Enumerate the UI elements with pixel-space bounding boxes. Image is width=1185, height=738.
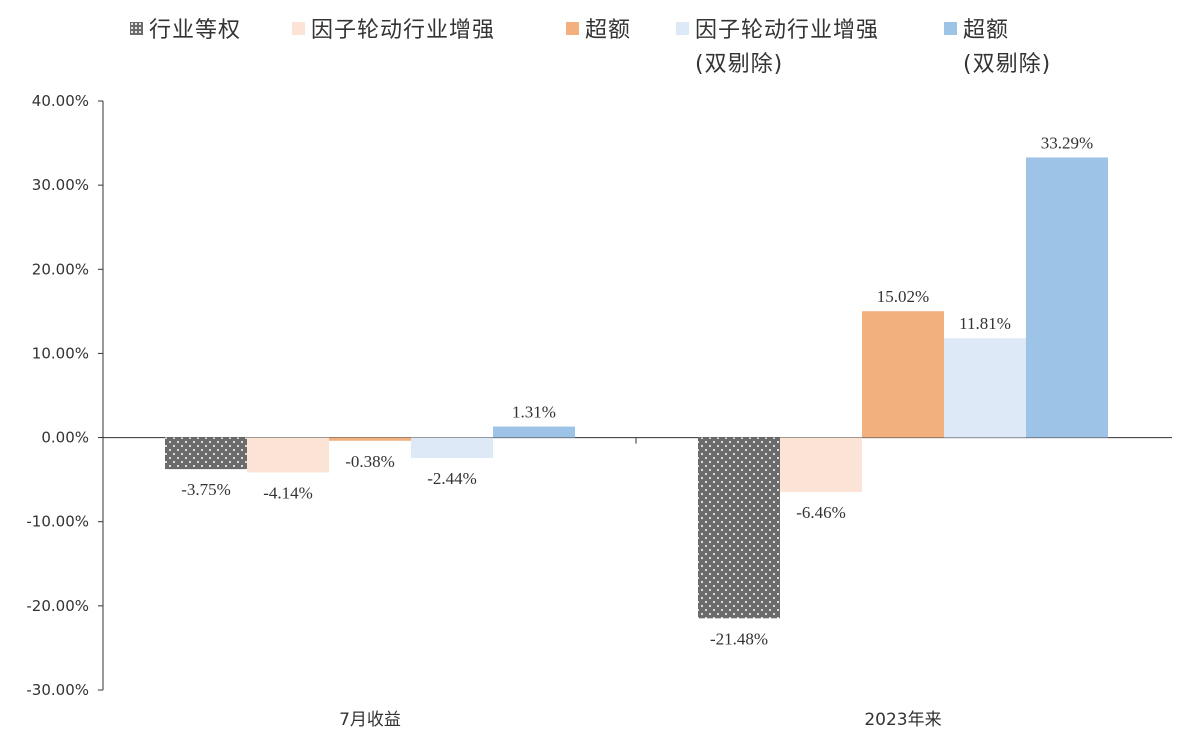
bar — [493, 426, 575, 438]
legend-label: 因子轮动行业增强 — [311, 18, 496, 43]
y-tick-label: 30.00% — [32, 176, 89, 194]
data-label: 33.29% — [1041, 133, 1093, 152]
legend-item: 行业等权 — [130, 14, 241, 48]
bar — [944, 338, 1026, 438]
data-label: 15.02% — [877, 287, 929, 306]
x-category-label: 2023年来 — [864, 710, 941, 730]
data-label: 1.31% — [512, 403, 556, 422]
legend-swatch — [944, 22, 957, 35]
legend-label: 因子轮动行业增强 (双剔除) — [695, 18, 880, 77]
legend-item: 超额 — [566, 14, 631, 48]
data-label: -21.48% — [710, 629, 768, 648]
data-label: 11.81% — [959, 314, 1011, 333]
legend-label: 超额 (双剔除) — [963, 18, 1052, 77]
data-label: -3.75% — [181, 480, 231, 499]
y-tick-label: 10.00% — [32, 344, 89, 362]
bar — [329, 437, 411, 441]
legend-swatch — [566, 22, 579, 35]
bar — [165, 437, 247, 470]
legend-label: 超额 — [585, 18, 632, 43]
x-category-label: 7月收益 — [339, 710, 401, 730]
legend-label: 行业等权 — [149, 18, 242, 43]
y-tick-label: 0.00% — [41, 429, 89, 447]
bar — [247, 437, 329, 473]
legend: 行业等权 因子轮动行业增强 超额 因子轮动行业增强 (双剔除) 超额 (双剔除) — [0, 14, 1185, 84]
y-tick-label: -20.00% — [26, 597, 89, 615]
y-tick-label: -10.00% — [26, 513, 89, 531]
legend-swatch — [292, 22, 305, 35]
legend-item: 因子轮动行业增强 (双剔除) — [676, 14, 879, 82]
bar — [1026, 157, 1108, 438]
bar — [862, 311, 944, 438]
data-label: -2.44% — [427, 469, 477, 488]
legend-swatch — [130, 22, 143, 35]
y-tick-label: -30.00% — [26, 681, 89, 699]
bar — [780, 437, 862, 492]
data-label: -6.46% — [796, 503, 846, 522]
data-label: -4.14% — [263, 483, 313, 502]
y-tick-label: 20.00% — [32, 260, 89, 278]
bar — [698, 437, 780, 619]
y-tick-label: 40.00% — [32, 92, 89, 110]
bar — [411, 437, 493, 459]
data-label: -0.38% — [345, 452, 395, 471]
legend-item: 超额 (双剔除) — [944, 14, 1051, 82]
legend-swatch — [676, 22, 689, 35]
legend-item: 因子轮动行业增强 — [292, 14, 495, 48]
